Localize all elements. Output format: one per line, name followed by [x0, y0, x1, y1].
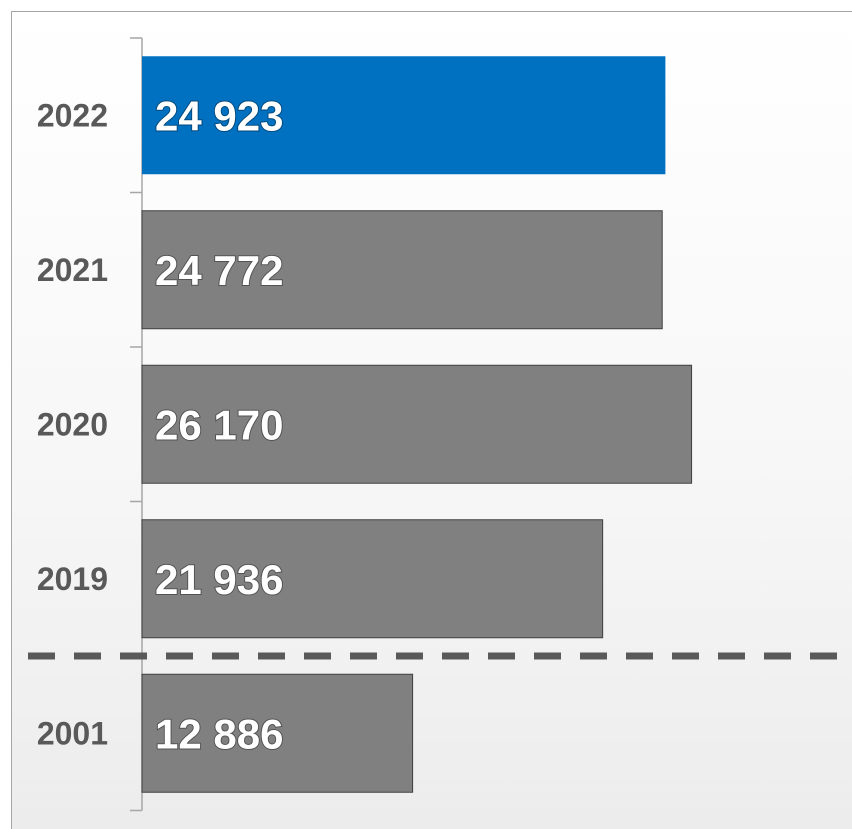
bar-2001[interactable] [141, 673, 414, 793]
bar-2021[interactable] [141, 210, 663, 330]
category-label-2001: 2001 [37, 715, 108, 751]
category-label-2021: 2021 [37, 252, 108, 288]
category-label-2020: 2020 [37, 406, 108, 442]
value-label-2021: 24 772 [155, 247, 283, 294]
value-label-2001: 12 886 [155, 710, 283, 757]
category-label-2022: 2022 [37, 97, 108, 133]
category-label-2019: 2019 [37, 561, 108, 597]
value-label-2019: 21 936 [155, 556, 283, 603]
bar-2022[interactable] [142, 56, 666, 175]
value-label-2020: 26 170 [155, 401, 283, 448]
bar-2020[interactable] [141, 364, 693, 484]
bar-2019[interactable] [141, 519, 604, 639]
value-label-2022: 24 923 [155, 92, 283, 139]
